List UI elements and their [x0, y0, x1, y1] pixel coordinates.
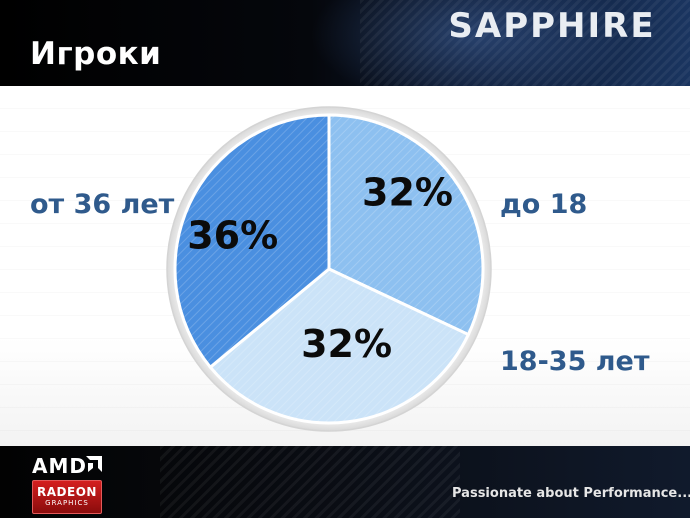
amd-logo-text: AMD — [32, 454, 87, 478]
radeon-text: RADEON — [37, 485, 97, 499]
radeon-graphics-badge: RADEON GRAPHICS — [32, 480, 102, 514]
category-label-18-35: 18-35 лет — [500, 346, 650, 377]
pie-value-label-under-18: 32% — [362, 171, 453, 215]
slide-title: Игроки — [30, 36, 162, 72]
pie-value-labels: 32% 32% 36% — [187, 171, 453, 367]
sapphire-logo: SAPPHIRE — [448, 6, 655, 44]
pie-slice-under-18-texture — [329, 115, 483, 335]
pie-value-label-36-plus: 36% — [187, 213, 278, 257]
slide-header: Игроки SAPPHIRE — [0, 0, 690, 86]
pie-slice-18-35-texture — [210, 269, 469, 423]
footer-stripes — [160, 446, 460, 518]
footer-slogan: Passionate about Performance..... — [452, 486, 690, 501]
category-label-36-plus: от 36 лет — [30, 189, 175, 220]
pie-value-label-18-35: 32% — [301, 322, 392, 366]
header-stripes — [360, 0, 690, 86]
category-label-under-18: до 18 — [500, 189, 588, 220]
pie-slice-36-plus-texture — [174, 115, 329, 368]
pie-slices — [173, 113, 485, 425]
sapphire-logo-text: SAPPHIRE — [448, 6, 655, 44]
graphics-text: GRAPHICS — [45, 499, 89, 507]
slide-footer: AMD RADEON GRAPHICS — [0, 446, 690, 518]
header-glow — [310, 0, 630, 86]
amd-arrow-icon — [86, 456, 102, 472]
